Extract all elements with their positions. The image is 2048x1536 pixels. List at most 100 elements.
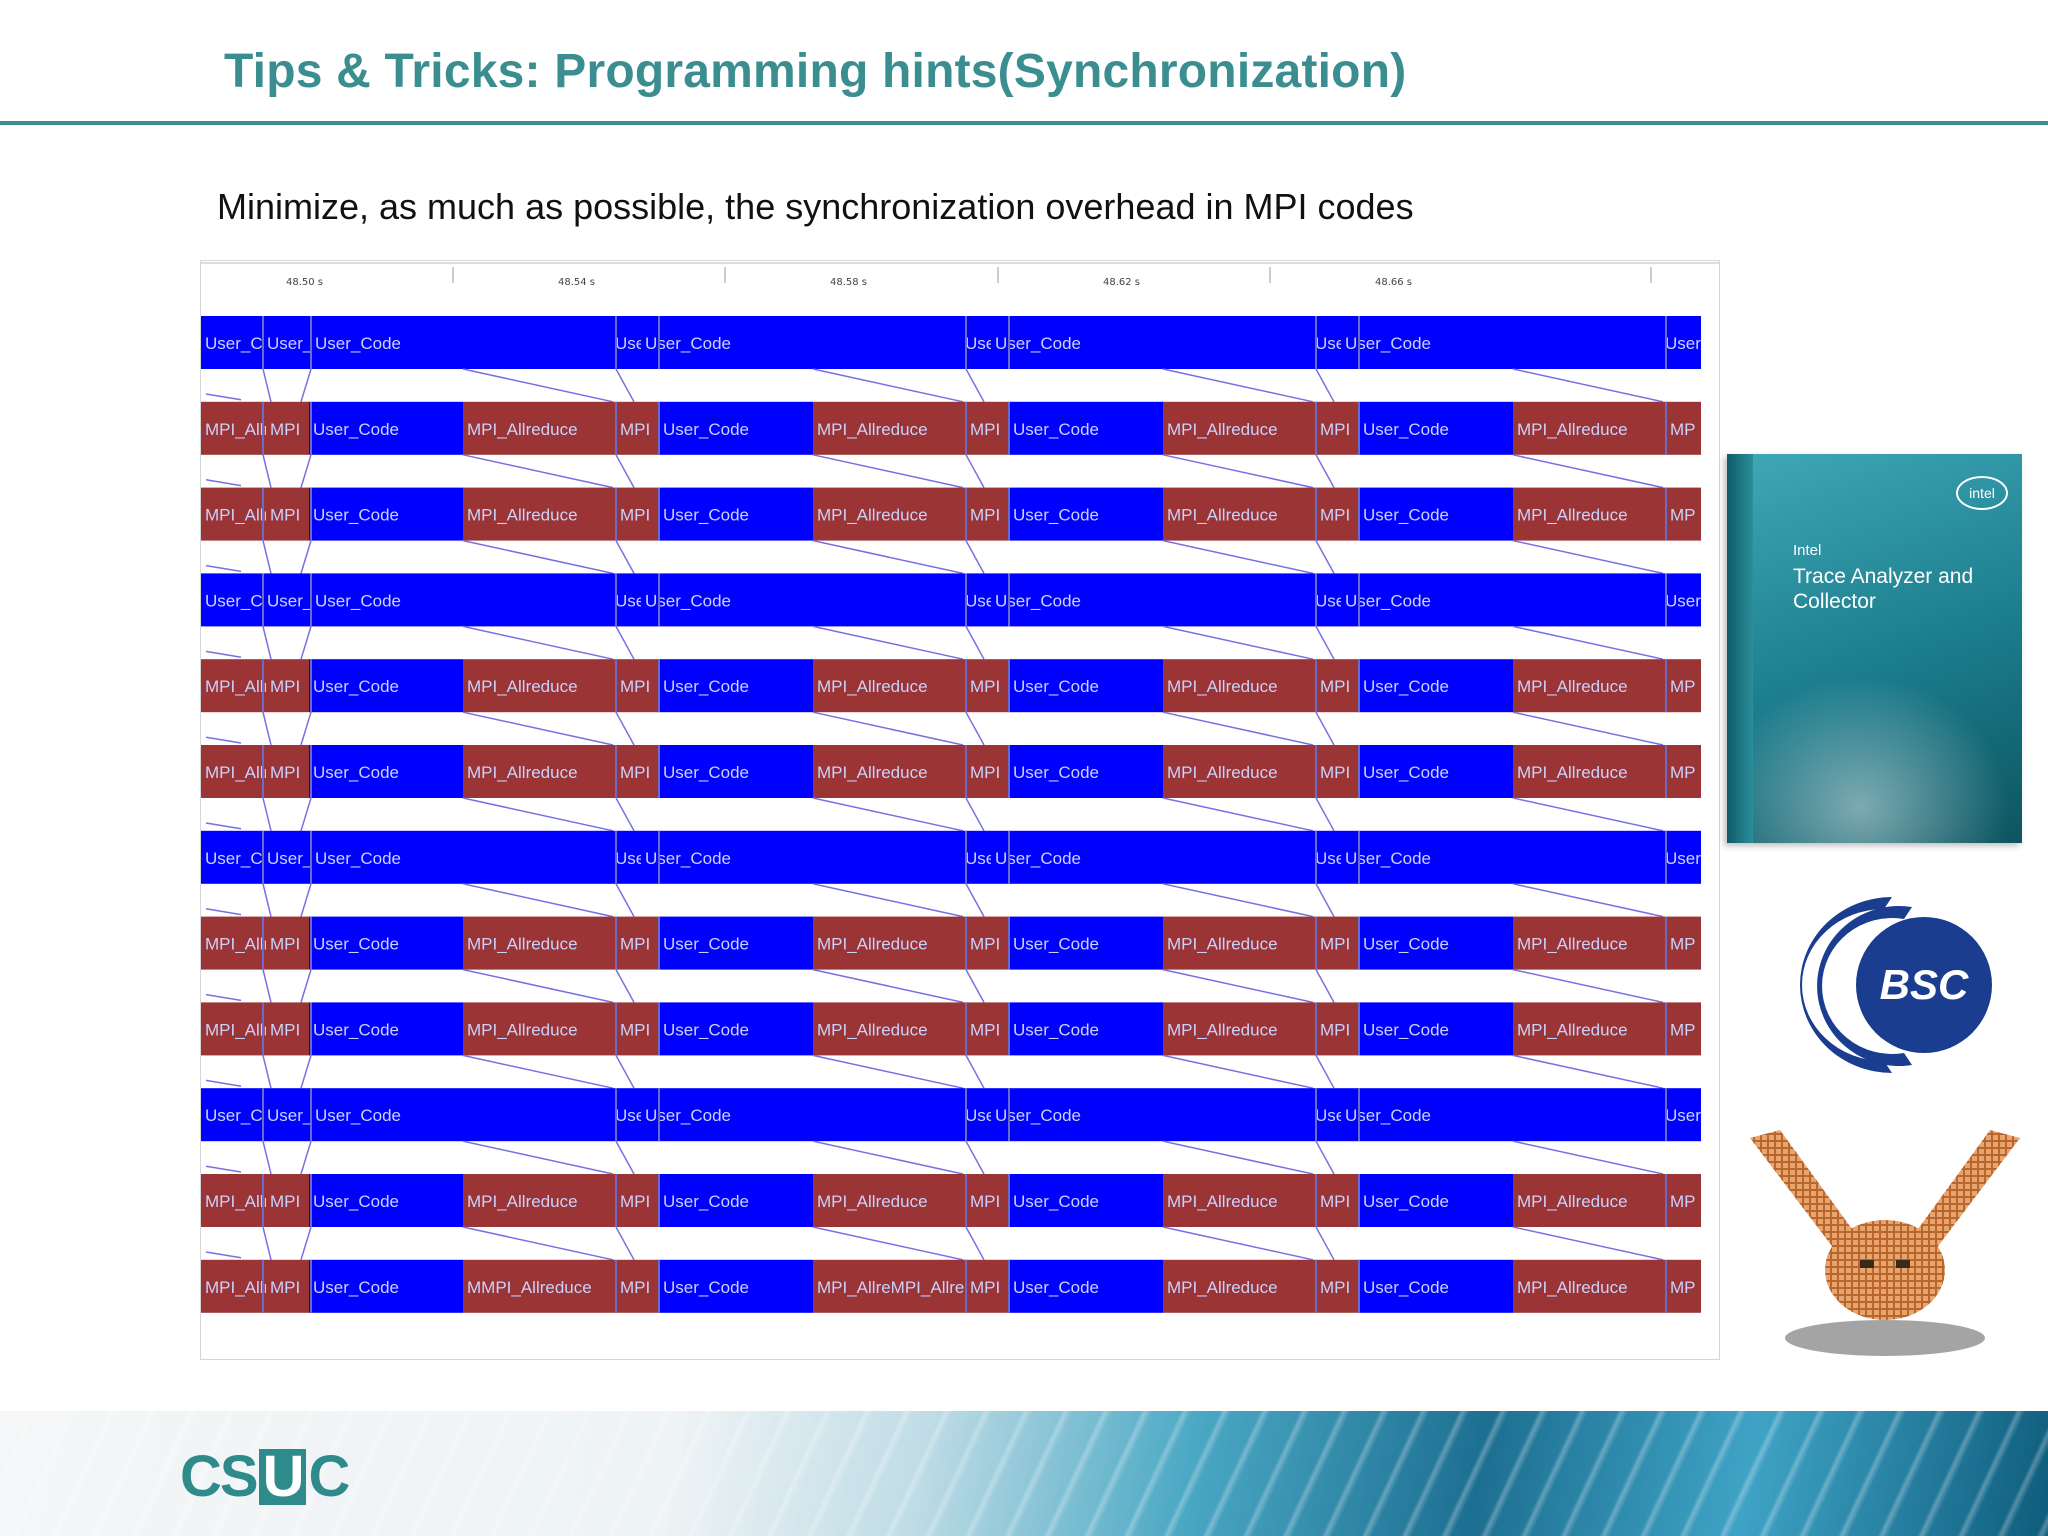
message-line (1162, 539, 1314, 575)
user-code-segment (1661, 316, 1701, 369)
segment-label: MPI_Allreduce (1167, 935, 1278, 954)
mpi-allreduce-segment (1666, 916, 1701, 970)
segment-label: User_Code (1363, 763, 1449, 782)
box-wave-graphic (1753, 664, 2022, 843)
message-line (812, 797, 964, 832)
message-line (1162, 625, 1314, 660)
segment-label: MPI (270, 763, 300, 782)
owl-left-eye (1860, 1260, 1874, 1268)
message-line (965, 454, 985, 488)
mpi-allreduce-segment (1316, 1002, 1359, 1056)
user-code-segment (263, 830, 311, 884)
user-code-segment (263, 573, 311, 627)
segment-label: User_Code (313, 506, 399, 525)
user-code-segment (201, 316, 263, 369)
segment-label: User_Code (995, 849, 1081, 868)
mpi-allreduce-segment (813, 1259, 966, 1313)
user-code-segment (991, 316, 1311, 369)
message-line (300, 626, 312, 660)
message-line (462, 968, 614, 1004)
message-line (205, 822, 242, 830)
message-line (262, 368, 272, 402)
segment-label: User_Code (1363, 1278, 1449, 1297)
segment-label: MPI (270, 420, 300, 439)
segment-label: MPI_Allreduce (1517, 506, 1628, 525)
segment-label: MPI_Allreduce (1167, 1278, 1278, 1297)
mpi-allreduce-segment (1666, 1259, 1701, 1313)
user-code-segment (1009, 401, 1163, 455)
message-line (1315, 454, 1335, 488)
segment-label: User_Code (645, 849, 731, 868)
user-code-segment (309, 1174, 463, 1227)
mpi-allreduce-segment (813, 1002, 966, 1056)
user-code-segment (311, 1088, 611, 1142)
segment-label: User_Code (315, 334, 401, 353)
segment-label: User_Code (313, 677, 399, 696)
mpi-allreduce-segment (616, 487, 659, 541)
segment-label: User_Code (1013, 1278, 1099, 1297)
user-code-segment (641, 573, 961, 627)
mpi-allreduce-segment (1163, 745, 1316, 798)
message-line (615, 711, 635, 746)
box-spine (1727, 454, 1753, 843)
mpi-allreduce-segment (463, 1174, 616, 1227)
mpi-allreduce-segment (1513, 1174, 1666, 1227)
message-line (1315, 368, 1335, 403)
segment-label: MPI (1320, 677, 1350, 696)
segment-label: User_Code (995, 334, 1081, 353)
message-line (812, 368, 964, 403)
segment-label: MPI_Allreduce (817, 935, 928, 954)
user-code-segment (1359, 745, 1513, 798)
message-line (812, 711, 964, 746)
mpi-allreduce-segment (1513, 659, 1666, 713)
mpi-trace-timeline: 48.50 s 48.54 s 48.58 s 48.62 s 48.66 s User_… (200, 260, 1720, 1360)
mpi-allreduce-segment (966, 487, 1009, 541)
message-line (1315, 969, 1335, 1003)
user-code-segment (1009, 487, 1163, 541)
segment-label: User_Code (1363, 420, 1449, 439)
segment-label: MPI_Allre (205, 420, 279, 439)
message-line (965, 1055, 985, 1089)
segment-label: User_Code (313, 763, 399, 782)
segment-label: User_Code (313, 935, 399, 954)
message-line (812, 1054, 964, 1089)
user-code-segment (1359, 401, 1513, 455)
segment-label: MPI_Allreduce (1167, 763, 1278, 782)
segment-label: MP (1670, 420, 1696, 439)
segment-label: User_Code (313, 420, 399, 439)
user-code-segment (1661, 1088, 1701, 1142)
user-code-segment (1661, 830, 1701, 884)
user-code-segment (1009, 659, 1163, 713)
segment-label: MPI_Allreduce (1517, 1192, 1628, 1211)
mpi-allreduce-segment (813, 659, 966, 713)
user-code-segment (1009, 916, 1163, 970)
message-line (615, 883, 635, 917)
mpi-allreduce-segment (201, 487, 266, 541)
segment-label: MPI_Allreduce (1517, 763, 1628, 782)
message-line (1512, 1140, 1664, 1175)
mpi-allreduce-segment (1513, 745, 1666, 798)
mpi-allreduce-segment (201, 659, 266, 713)
segment-label: MPI (620, 1020, 650, 1039)
mpi-allreduce-segment (1316, 1174, 1359, 1227)
user-code-segment (659, 745, 813, 798)
mpi-allreduce-segment (266, 401, 309, 455)
message-line (1512, 1226, 1664, 1261)
segment-label: User (1665, 591, 1701, 610)
message-line (615, 368, 635, 403)
message-line (812, 1226, 964, 1261)
user-code-segment (311, 316, 611, 369)
axis-tick-label: 48.54 s (558, 277, 595, 288)
segment-label: MPI (270, 506, 300, 525)
mpi-allreduce-segment (616, 1174, 659, 1227)
message-line (300, 1055, 312, 1089)
segment-label: MPI (270, 677, 300, 696)
user-code-segment (311, 573, 611, 627)
mpi-allreduce-segment (201, 745, 266, 798)
mpi-allreduce-segment (463, 745, 616, 798)
mpi-allreduce-segment (813, 1174, 966, 1227)
segment-label: MPI (620, 935, 650, 954)
segment-label: MP (1670, 935, 1696, 954)
segment-label: User_Code (315, 591, 401, 610)
segment-label: User_Code (1013, 1020, 1099, 1039)
